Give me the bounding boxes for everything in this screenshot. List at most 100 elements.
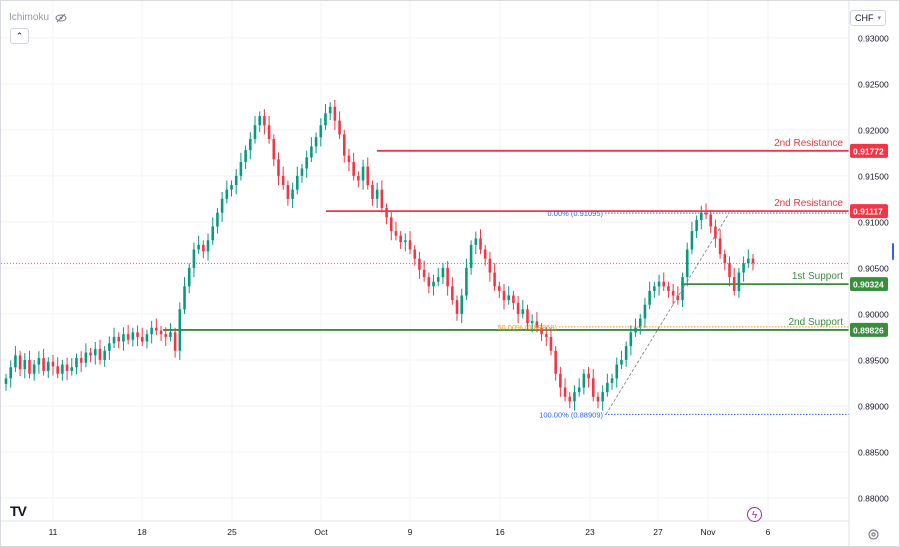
candle-body <box>544 334 548 337</box>
candle-body <box>286 185 290 199</box>
price-label-tag <box>850 143 888 158</box>
candle-body <box>432 281 435 287</box>
candle-body <box>42 358 45 371</box>
candle-body <box>676 295 680 301</box>
currency-selector[interactable]: CHF ▾ <box>850 10 886 26</box>
candle-body <box>216 212 219 227</box>
candle-body <box>483 249 487 259</box>
candle-body <box>347 155 351 163</box>
candle-body <box>173 332 177 351</box>
candle-body <box>582 373 586 388</box>
time-axis[interactable]: 11 18 25 Oct 9 16 23 27 Nov 6 <box>1 520 849 537</box>
price-label-text: 0.91117 <box>853 207 883 217</box>
gear-icon[interactable] <box>867 528 880 541</box>
candle-body <box>714 226 717 239</box>
fib-level-label: 0.00% (0.91095) <box>548 209 604 218</box>
candle-body <box>361 166 365 181</box>
candle-body <box>648 290 651 305</box>
candle-body <box>690 231 694 250</box>
candle-body <box>394 231 398 236</box>
candle-body <box>32 364 36 374</box>
candle-body <box>122 334 125 342</box>
fibonacci-retracement[interactable]: 0.00% (0.91095) 50.00% (0.89859) 100.00% (… <box>497 209 849 419</box>
candle-body <box>295 175 299 190</box>
indicator-label: Ichimoku <box>9 12 50 23</box>
candle-body <box>75 358 78 368</box>
candle-body <box>183 286 186 310</box>
candle-body <box>526 309 529 324</box>
eye-crossed-icon[interactable] <box>55 13 67 23</box>
candle-body <box>324 113 327 126</box>
candle-body <box>700 212 703 221</box>
candle-body <box>197 244 200 250</box>
time-tick-label: 23 <box>585 527 595 537</box>
support-resistance-levels: 2nd Resistance 2nd Resistance 1st Support 2… <box>1 138 849 331</box>
lightning-icon[interactable]: ϟ <box>747 507 762 522</box>
time-tick-label: 25 <box>227 527 237 537</box>
candle-body <box>46 361 50 371</box>
candle-body <box>187 267 191 287</box>
price-label-text: 0.91772 <box>853 146 884 156</box>
candle-body <box>667 286 670 291</box>
candle-body <box>145 334 149 342</box>
indicator-legend[interactable]: Ichimoku <box>9 12 67 23</box>
candle-body <box>61 364 64 374</box>
candle-body <box>98 348 102 360</box>
candle-body <box>563 387 567 397</box>
time-tick-label: 6 <box>766 527 771 537</box>
chevron-up-icon: ⌃ <box>15 31 24 41</box>
candle-body <box>549 336 553 351</box>
candle-body <box>657 281 661 287</box>
candle-body <box>610 378 614 383</box>
candle-body <box>305 157 308 169</box>
time-tick-label: 16 <box>495 527 505 537</box>
price-tick-label: 0.91500 <box>858 171 889 181</box>
candle-body <box>643 304 647 319</box>
tradingview-logo[interactable]: TV <box>10 503 27 519</box>
price-tick-label: 0.88500 <box>858 447 889 457</box>
price-tick-label: 0.92000 <box>858 125 889 135</box>
collapse-legend-button[interactable]: ⌃ <box>10 28 29 44</box>
candle-body <box>234 175 238 186</box>
candle-body <box>441 267 445 278</box>
candle-body <box>385 208 388 218</box>
candle-body <box>4 378 8 384</box>
candle-body <box>742 263 745 273</box>
candle-body <box>389 217 393 232</box>
fib-trend-line[interactable] <box>605 212 730 415</box>
candle-body <box>342 134 346 156</box>
candle-body <box>357 175 360 181</box>
logo-text: TV <box>10 503 27 519</box>
price-label-tag <box>850 322 888 337</box>
candle-body <box>559 373 562 388</box>
candle-body <box>51 361 55 367</box>
candle-body <box>23 359 27 370</box>
candle-body <box>206 240 210 252</box>
price-tick-label: 0.89000 <box>858 401 889 411</box>
candle-body <box>728 263 731 278</box>
candle-body <box>629 332 633 347</box>
candle-body <box>319 125 323 138</box>
candle-body <box>422 269 426 278</box>
price-scale-handle[interactable] <box>892 243 894 260</box>
candle-body <box>239 162 243 176</box>
candle-body <box>446 267 449 287</box>
candle-body <box>258 116 261 126</box>
candle-body <box>328 106 332 114</box>
candle-body <box>93 348 97 356</box>
candle-body <box>253 125 257 140</box>
price-axis[interactable]: 0.93000 0.92500 0.92000 0.91500 0.91000 0.905… <box>848 1 889 547</box>
candle-body <box>28 359 31 374</box>
candle-body <box>427 277 431 287</box>
candle-body <box>573 392 576 402</box>
candle-body <box>662 281 666 287</box>
price-tick-label: 0.91000 <box>858 217 889 227</box>
candle-body <box>103 350 106 360</box>
price-label-tag <box>850 204 888 219</box>
candle-body <box>460 295 464 314</box>
currency-label: CHF <box>855 13 874 23</box>
time-tick-label: 11 <box>49 527 58 537</box>
time-tick-label: Nov <box>700 527 716 537</box>
time-tick-label: Oct <box>314 527 328 537</box>
